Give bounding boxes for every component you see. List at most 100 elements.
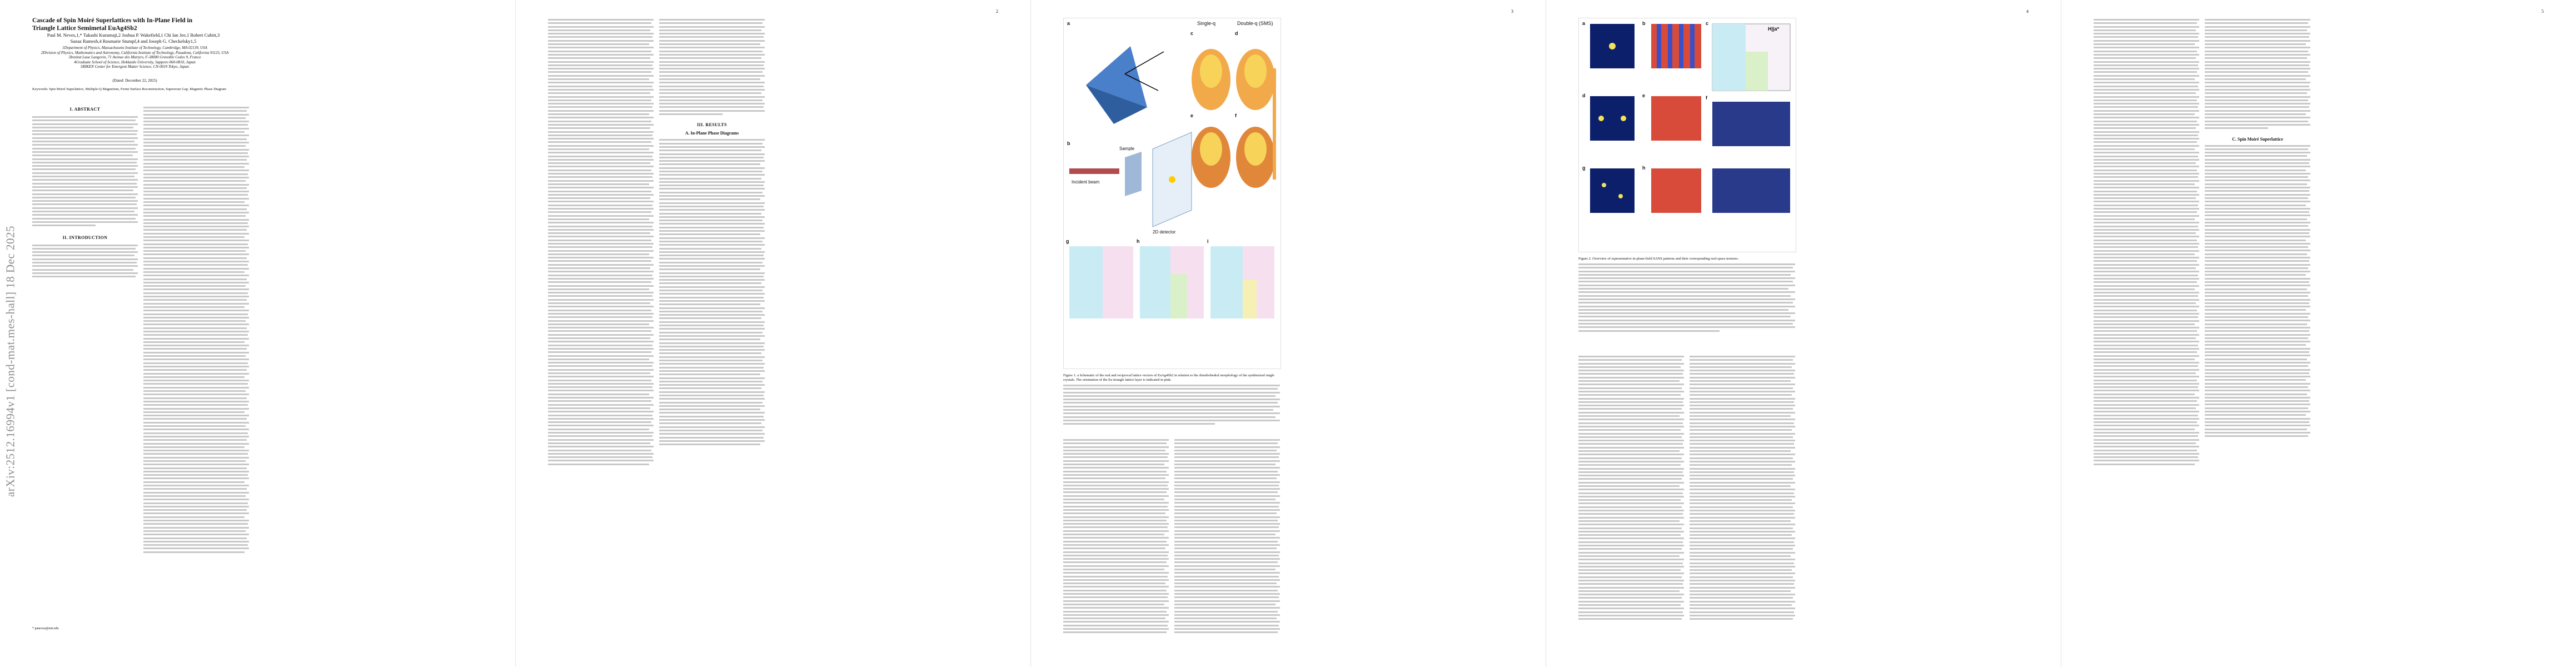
phase-region (1712, 24, 1746, 91)
page-number: 3 (1511, 9, 1513, 14)
bragg-spot (1169, 176, 1175, 183)
lattice-vector (1124, 51, 1164, 74)
page-5: 5 (2061, 0, 2576, 667)
sms-texture (1712, 168, 1790, 213)
phase-region (1170, 274, 1187, 318)
arxiv-sidebar: arXiv:2512.16994v1 [cond-mat.mes-hall] 1… (2, 167, 19, 556)
affiliation: 5RIKEN Center for Emergent Matter Scienc… (80, 64, 190, 69)
figure-1-caption: Figure 1. a Schematic of the real and re… (1063, 374, 1280, 427)
section-heading-introduction: II. INTRODUCTION (62, 235, 108, 240)
arxiv-id: arXiv:2512.16994v1 [cond-mat.mes-hall] 1… (3, 225, 17, 497)
section-heading-abstract: I. ABSTRACT (69, 107, 101, 112)
crystal-prism (1086, 46, 1147, 107)
panel-label: d (1582, 93, 1586, 98)
column-left (2094, 19, 2199, 467)
phase-region (1746, 52, 1768, 91)
real-space-texture (1651, 168, 1701, 213)
phase-region (1210, 246, 1243, 318)
panel-label: d (1235, 31, 1238, 36)
panel-label: c (1706, 21, 1709, 26)
figure-1-graphic (1069, 46, 1276, 318)
section-heading-spin-moire: C. Spin Moiré Superlattice (2232, 136, 2283, 142)
sample-label: Sample (1119, 146, 1135, 151)
page-3: 3 (1030, 0, 1546, 667)
paper-title: Cascade of Spin Moiré Superlattices with… (32, 17, 193, 32)
crystal-face (1086, 85, 1147, 124)
colorbar (1273, 68, 1276, 180)
page-1: arXiv:2512.16994v1 [cond-mat.mes-hall] 1… (0, 0, 515, 667)
panel-label: f (1235, 113, 1237, 118)
phase-region (1140, 246, 1170, 318)
bragg-peak (1618, 194, 1623, 198)
field-direction-label: H||a* (1768, 26, 1780, 32)
column-right (143, 107, 249, 555)
column-left (548, 19, 654, 467)
section-heading-results: III. RESULTS (697, 122, 727, 128)
page-number: 5 (2542, 9, 2544, 14)
bragg-peak (1609, 43, 1616, 49)
dome-highlight (1200, 54, 1222, 88)
panel-label: i (1207, 238, 1209, 244)
column-right: C. Spin Moiré Superlattice (2205, 19, 2310, 439)
figure-2-graphic (1590, 23, 1791, 213)
panel-label: b (1067, 141, 1070, 146)
lattice-vector (1124, 73, 1159, 91)
panel-label: g (1582, 165, 1586, 171)
figure-2-caption: Figure 2. Overview of representative in-… (1578, 257, 1795, 334)
affiliation: 3Institut Laue Langevin, 71 Avenue des M… (68, 55, 201, 60)
panel-label: h (1642, 165, 1646, 171)
column-right (1690, 356, 1795, 622)
section-heading-phase-diagrams: A. In-Plane Phase Diagrams (685, 131, 739, 136)
bragg-peak (1602, 183, 1606, 187)
bragg-peak (1598, 116, 1604, 121)
dome-highlight (1244, 132, 1267, 166)
figure-1: a b c d e f g h i Single-q Double-q (SMS… (1063, 18, 1281, 369)
page-2: 2 (515, 0, 1030, 667)
texture-stripe (1668, 24, 1672, 68)
panel-label: e (1190, 113, 1194, 118)
paper-date: (Dated: December 22, 2025) (112, 78, 157, 83)
affiliation: 1Department of Physics, Massachusetts In… (62, 46, 207, 50)
double-q-label: Double-q (SMS) (1237, 21, 1273, 26)
phase-region (1243, 280, 1257, 318)
incident-beam-label: Incident beam (1072, 180, 1100, 185)
paper-affiliations: 1Department of Physics, Massachusetts In… (39, 46, 231, 69)
panel-label: a (1067, 21, 1070, 26)
sms-texture (1712, 102, 1790, 146)
panel-label: a (1582, 21, 1586, 26)
column-right (1174, 439, 1280, 635)
bragg-peak (1621, 116, 1626, 121)
panel-label: h (1137, 238, 1140, 244)
footnote: * paneves@mit.edu (32, 627, 59, 630)
figure-2: a b c d e f g h H||a* (1578, 18, 1796, 252)
phase-region (1069, 246, 1103, 318)
single-q-label: Single-q (1197, 21, 1216, 26)
panel-label: b (1642, 21, 1646, 26)
panel-label: f (1706, 95, 1707, 101)
real-space-texture (1651, 96, 1701, 141)
sans-pattern (1590, 96, 1635, 141)
texture-stripe (1690, 24, 1695, 68)
panel-label: c (1190, 31, 1194, 36)
panel-label: g (1066, 238, 1069, 244)
page-number: 2 (996, 9, 998, 14)
column-left (1063, 439, 1169, 635)
affiliation: 4Graduate School of Science, Hokkaido Un… (74, 59, 196, 64)
dome-highlight (1244, 54, 1267, 88)
dome-highlight (1200, 132, 1222, 166)
sans-pattern (1590, 168, 1635, 213)
page-number: 4 (2026, 9, 2029, 14)
column-left: I. ABSTRACT II. INTRODUCTION (32, 107, 138, 279)
caption-text: Figure 2. Overview of representative in-… (1578, 257, 1739, 261)
caption-text: Figure 1. a Schematic of the real and re… (1063, 374, 1274, 382)
panel-label: e (1642, 93, 1646, 98)
texture-stripe (1679, 24, 1683, 68)
paper-authors: Paul M. Neves,1,* Takashi Kurumaji,2 Jos… (47, 32, 220, 44)
keywords: Keywords: Spin Moiré Superlattice, Multi… (32, 87, 226, 91)
detector-label: 2D detector (1153, 230, 1176, 235)
column-left (1578, 356, 1684, 622)
texture-stripe (1657, 24, 1661, 68)
page-4: 4 a b c d e f g (1546, 0, 2061, 667)
affiliation: 2Division of Physics, Mathematics and As… (41, 50, 229, 55)
incident-beam-arrow (1069, 168, 1119, 174)
